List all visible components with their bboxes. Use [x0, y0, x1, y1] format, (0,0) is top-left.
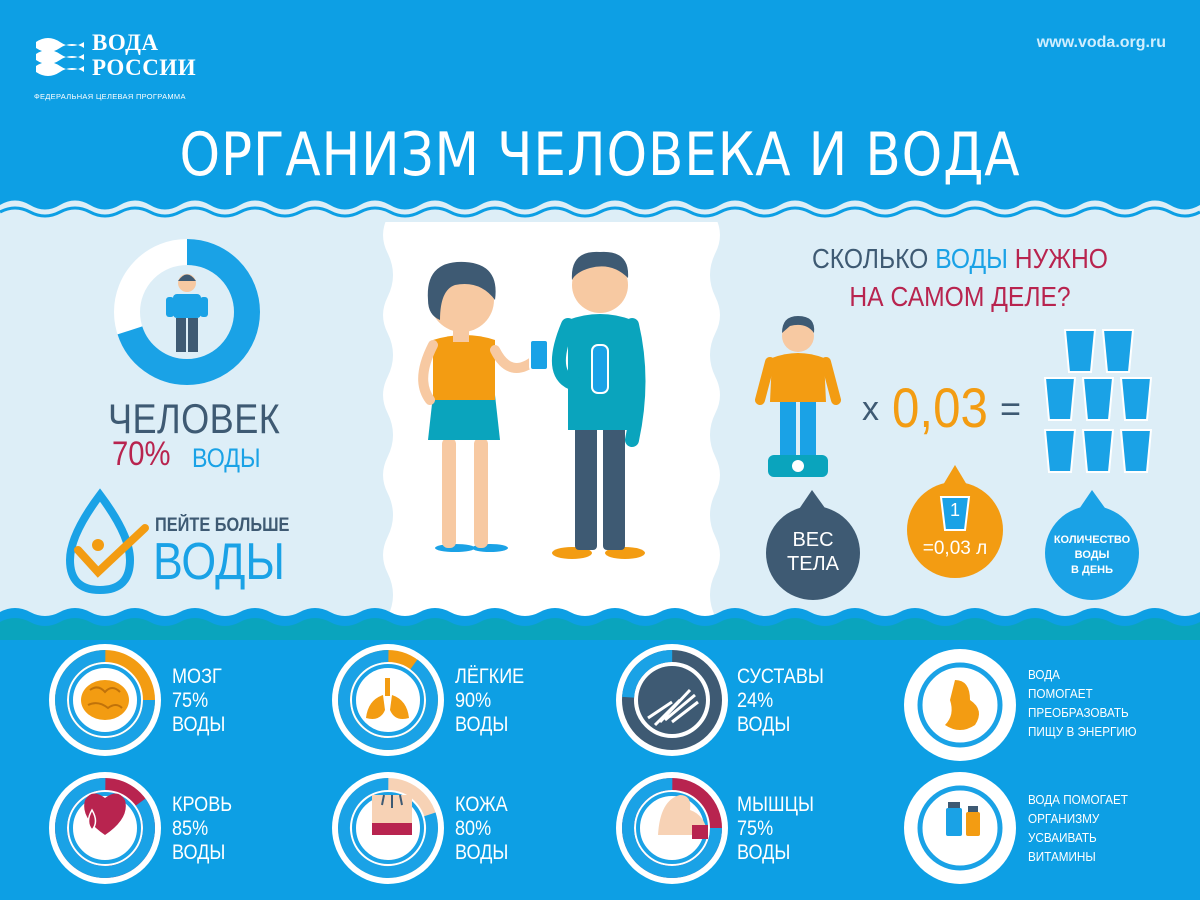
organ-word: ВОДЫ: [172, 841, 226, 864]
organ-name: МЫШЦЫ: [737, 793, 814, 816]
drink-more-line1: ПЕЙТЕ БОЛЬШЕ: [155, 515, 290, 536]
organ-label-joints: СУСТАВЫ 24% ВОДЫ: [737, 665, 824, 737]
weight-bubble-text: ВЕС ТЕЛА: [766, 528, 860, 576]
organ-label-blood: КРОВЬ 85% ВОДЫ: [172, 793, 232, 865]
organ-name: КРОВЬ: [172, 793, 233, 816]
organ-word: ВОДЫ: [737, 713, 791, 736]
organ-label-lungs: ЛЁГКИЕ 90% ВОДЫ: [455, 665, 524, 737]
amount-bubble-line2: ВОДЫ: [1074, 549, 1110, 561]
amount-bubble: [1045, 490, 1139, 600]
skin-layers-icon: [372, 794, 412, 835]
human-percent: 70%: [112, 435, 171, 473]
fact-line: ВОДА ПОМОГАЕТ: [1028, 792, 1128, 807]
logo-name-line2: РОССИИ: [92, 55, 197, 80]
heart-icon: [84, 793, 126, 835]
boy-on-scale-icon: [755, 316, 841, 477]
lungs-icon: [366, 678, 409, 719]
waves-logo-icon: [36, 38, 84, 76]
weight-bubble-line2: ТЕЛА: [786, 553, 840, 575]
organ-label-skin: КОЖА 80% ВОДЫ: [455, 793, 508, 865]
organ-water-arc: [338, 650, 438, 750]
multiply-sign: x: [862, 390, 879, 428]
amount-bubble-line3: В ДЕНЬ: [1070, 564, 1114, 576]
logo-subtitle: ФЕДЕРАЛЬНАЯ ЦЕЛЕВАЯ ПРОГРАММА: [34, 92, 186, 101]
header: ВОДА РОССИИ ФЕДЕРАЛЬНАЯ ЦЕЛЕВАЯ ПРОГРАММ…: [0, 0, 1200, 215]
question-line2: НА САМОМ ДЕЛЕ?: [849, 281, 1071, 312]
fact-line: ОРГАНИЗМУ: [1028, 811, 1100, 826]
organ-name: КОЖА: [455, 793, 508, 816]
glass-number: 1: [949, 500, 960, 520]
organ-name: СУСТАВЫ: [737, 665, 824, 688]
coefficient: 0,03: [892, 376, 988, 439]
question-part2: ВОДЫ: [935, 243, 1008, 274]
fact-line: ВОДА: [1028, 667, 1060, 682]
page-title: ОРГАНИЗМ ЧЕЛОВЕКА И ВОДА: [179, 120, 1021, 190]
organ-water-arc: [622, 649, 722, 750]
site-url-link[interactable]: www.voda.org.ru: [1036, 34, 1166, 51]
organ-percent: 75%: [737, 817, 774, 840]
water-drop-check-icon: [65, 488, 149, 595]
glasses-group-icon: [1043, 329, 1153, 473]
organ-label-muscles: МЫШЦЫ 75% ВОДЫ: [737, 793, 814, 865]
logo[interactable]: ВОДА РОССИИ ФЕДЕРАЛЬНАЯ ЦЕЛЕВАЯ ПРОГРАММ…: [34, 30, 234, 101]
man-illustration: [551, 251, 646, 559]
organ-percent: 85%: [172, 817, 209, 840]
amount-bubble-text: КОЛИЧЕСТВО ВОДЫ В ДЕНЬ: [1045, 533, 1139, 578]
question-part3: НУЖНО: [1014, 243, 1108, 274]
question-line1: СКОЛЬКО ВОДЫ НУЖНО: [749, 243, 1171, 275]
logo-name: ВОДА РОССИИ: [92, 30, 196, 80]
organ-word: ВОДЫ: [455, 713, 509, 736]
boy-icon: [166, 274, 208, 352]
glass-bubble: [907, 465, 1003, 578]
logo-name-line1: ВОДА: [92, 30, 159, 55]
organ-percent: 24%: [737, 689, 774, 712]
organ-name: ЛЁГКИЕ: [455, 665, 525, 688]
weight-bubble-line1: ВЕС: [792, 529, 834, 551]
glass-bubble-text: =0,03 л: [922, 538, 988, 559]
fact-energy: ВОДА ПОМОГАЕТ ПРЕОБРАЗОВАТЬ ПИЩУ В ЭНЕРГ…: [1028, 665, 1137, 741]
fact-line: ПРЕОБРАЗОВАТЬ: [1028, 705, 1129, 720]
drink-more-line2: ВОДЫ: [153, 533, 286, 591]
human-label: ЧЕЛОВЕК: [108, 395, 281, 442]
organ-water-arc: [338, 778, 438, 878]
skeleton-hand-icon: [647, 688, 699, 727]
arm-muscle-icon: [658, 795, 708, 839]
organ-name: МОЗГ: [172, 665, 222, 688]
organ-water-arc: [55, 650, 155, 750]
organ-donut-lungs: [332, 644, 444, 756]
organ-percent: 80%: [455, 817, 492, 840]
organ-word: ВОДЫ: [455, 841, 509, 864]
organ-label-brain: МОЗГ 75% ВОДЫ: [172, 665, 225, 737]
stomach-icon: [945, 680, 979, 730]
amount-bubble-line1: КОЛИЧЕСТВО: [1053, 534, 1131, 546]
vitamins-icon: [946, 802, 980, 836]
woman-illustration: [418, 261, 549, 552]
fact-line: ВИТАМИНЫ: [1028, 849, 1096, 864]
bottom-wave: [0, 608, 1200, 625]
organ-percent: 75%: [172, 689, 209, 712]
fact-vitamins: ВОДА ПОМОГАЕТ ОРГАНИЗМУ УСВАИВАТЬ ВИТАМИ…: [1028, 790, 1128, 866]
human-percent-word: ВОДЫ: [192, 443, 261, 473]
weight-bubble: [766, 490, 860, 600]
organ-percent: 90%: [455, 689, 492, 712]
fact-line: ПОМОГАЕТ: [1028, 686, 1093, 701]
organ-donut-skin: [332, 772, 444, 884]
brain-icon: [81, 680, 129, 720]
organ-donut-joints: [616, 644, 728, 756]
fact-line: УСВАИВАТЬ: [1028, 830, 1097, 845]
organ-water-arc: [55, 778, 155, 878]
question-part1: СКОЛЬКО: [812, 243, 929, 274]
equals-sign: =: [1000, 388, 1022, 429]
human-donut-chart: [114, 239, 260, 385]
organ-word: ВОДЫ: [172, 713, 226, 736]
fact-line: ПИЩУ В ЭНЕРГИЮ: [1028, 724, 1137, 739]
organ-word: ВОДЫ: [737, 841, 791, 864]
organ-water-arc: [622, 778, 722, 878]
